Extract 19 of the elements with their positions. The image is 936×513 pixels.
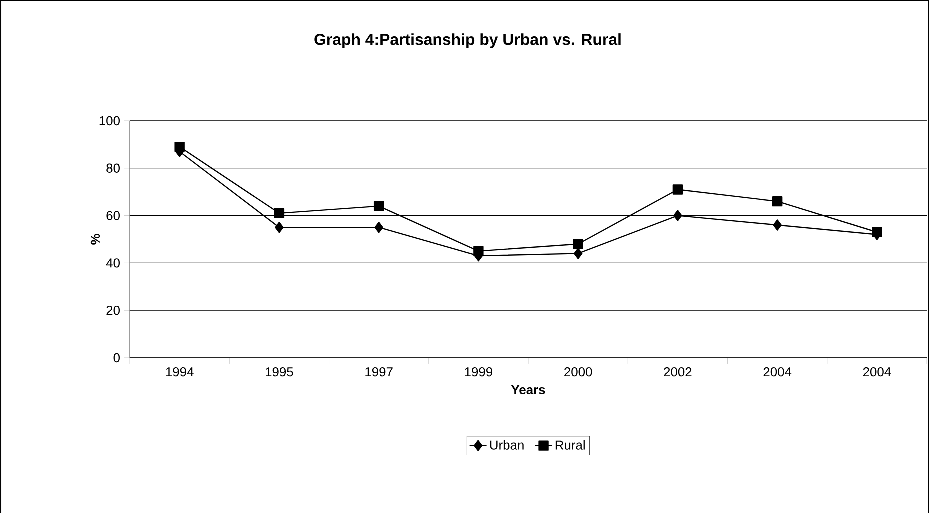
y-tick-label: 100 (100, 116, 120, 126)
x-tick-label: 2004 (764, 368, 792, 377)
y-axis-title: % (90, 234, 100, 245)
y-tick-label: 20 (106, 306, 120, 316)
legend-label: Urban (490, 440, 524, 450)
x-tick-label: 1995 (266, 368, 294, 377)
chart-title: Graph 4:Partisanship by Urban vs. Rural (314, 34, 621, 48)
y-tick-label: 40 (106, 258, 120, 268)
x-tick-label: 1999 (465, 368, 492, 377)
y-tick-label: 80 (106, 164, 120, 173)
legend-label: Rural (556, 440, 585, 450)
x-axis-title: Years (511, 386, 546, 395)
x-tick-label: 2004 (863, 368, 892, 377)
x-tick-label: 1994 (166, 368, 194, 377)
x-tick-label: 1997 (366, 368, 393, 377)
y-tick-label: 0 (114, 353, 120, 363)
x-tick-label: 2000 (564, 368, 592, 377)
x-tick-label: 2002 (664, 368, 692, 377)
y-tick-label: 60 (106, 211, 120, 220)
